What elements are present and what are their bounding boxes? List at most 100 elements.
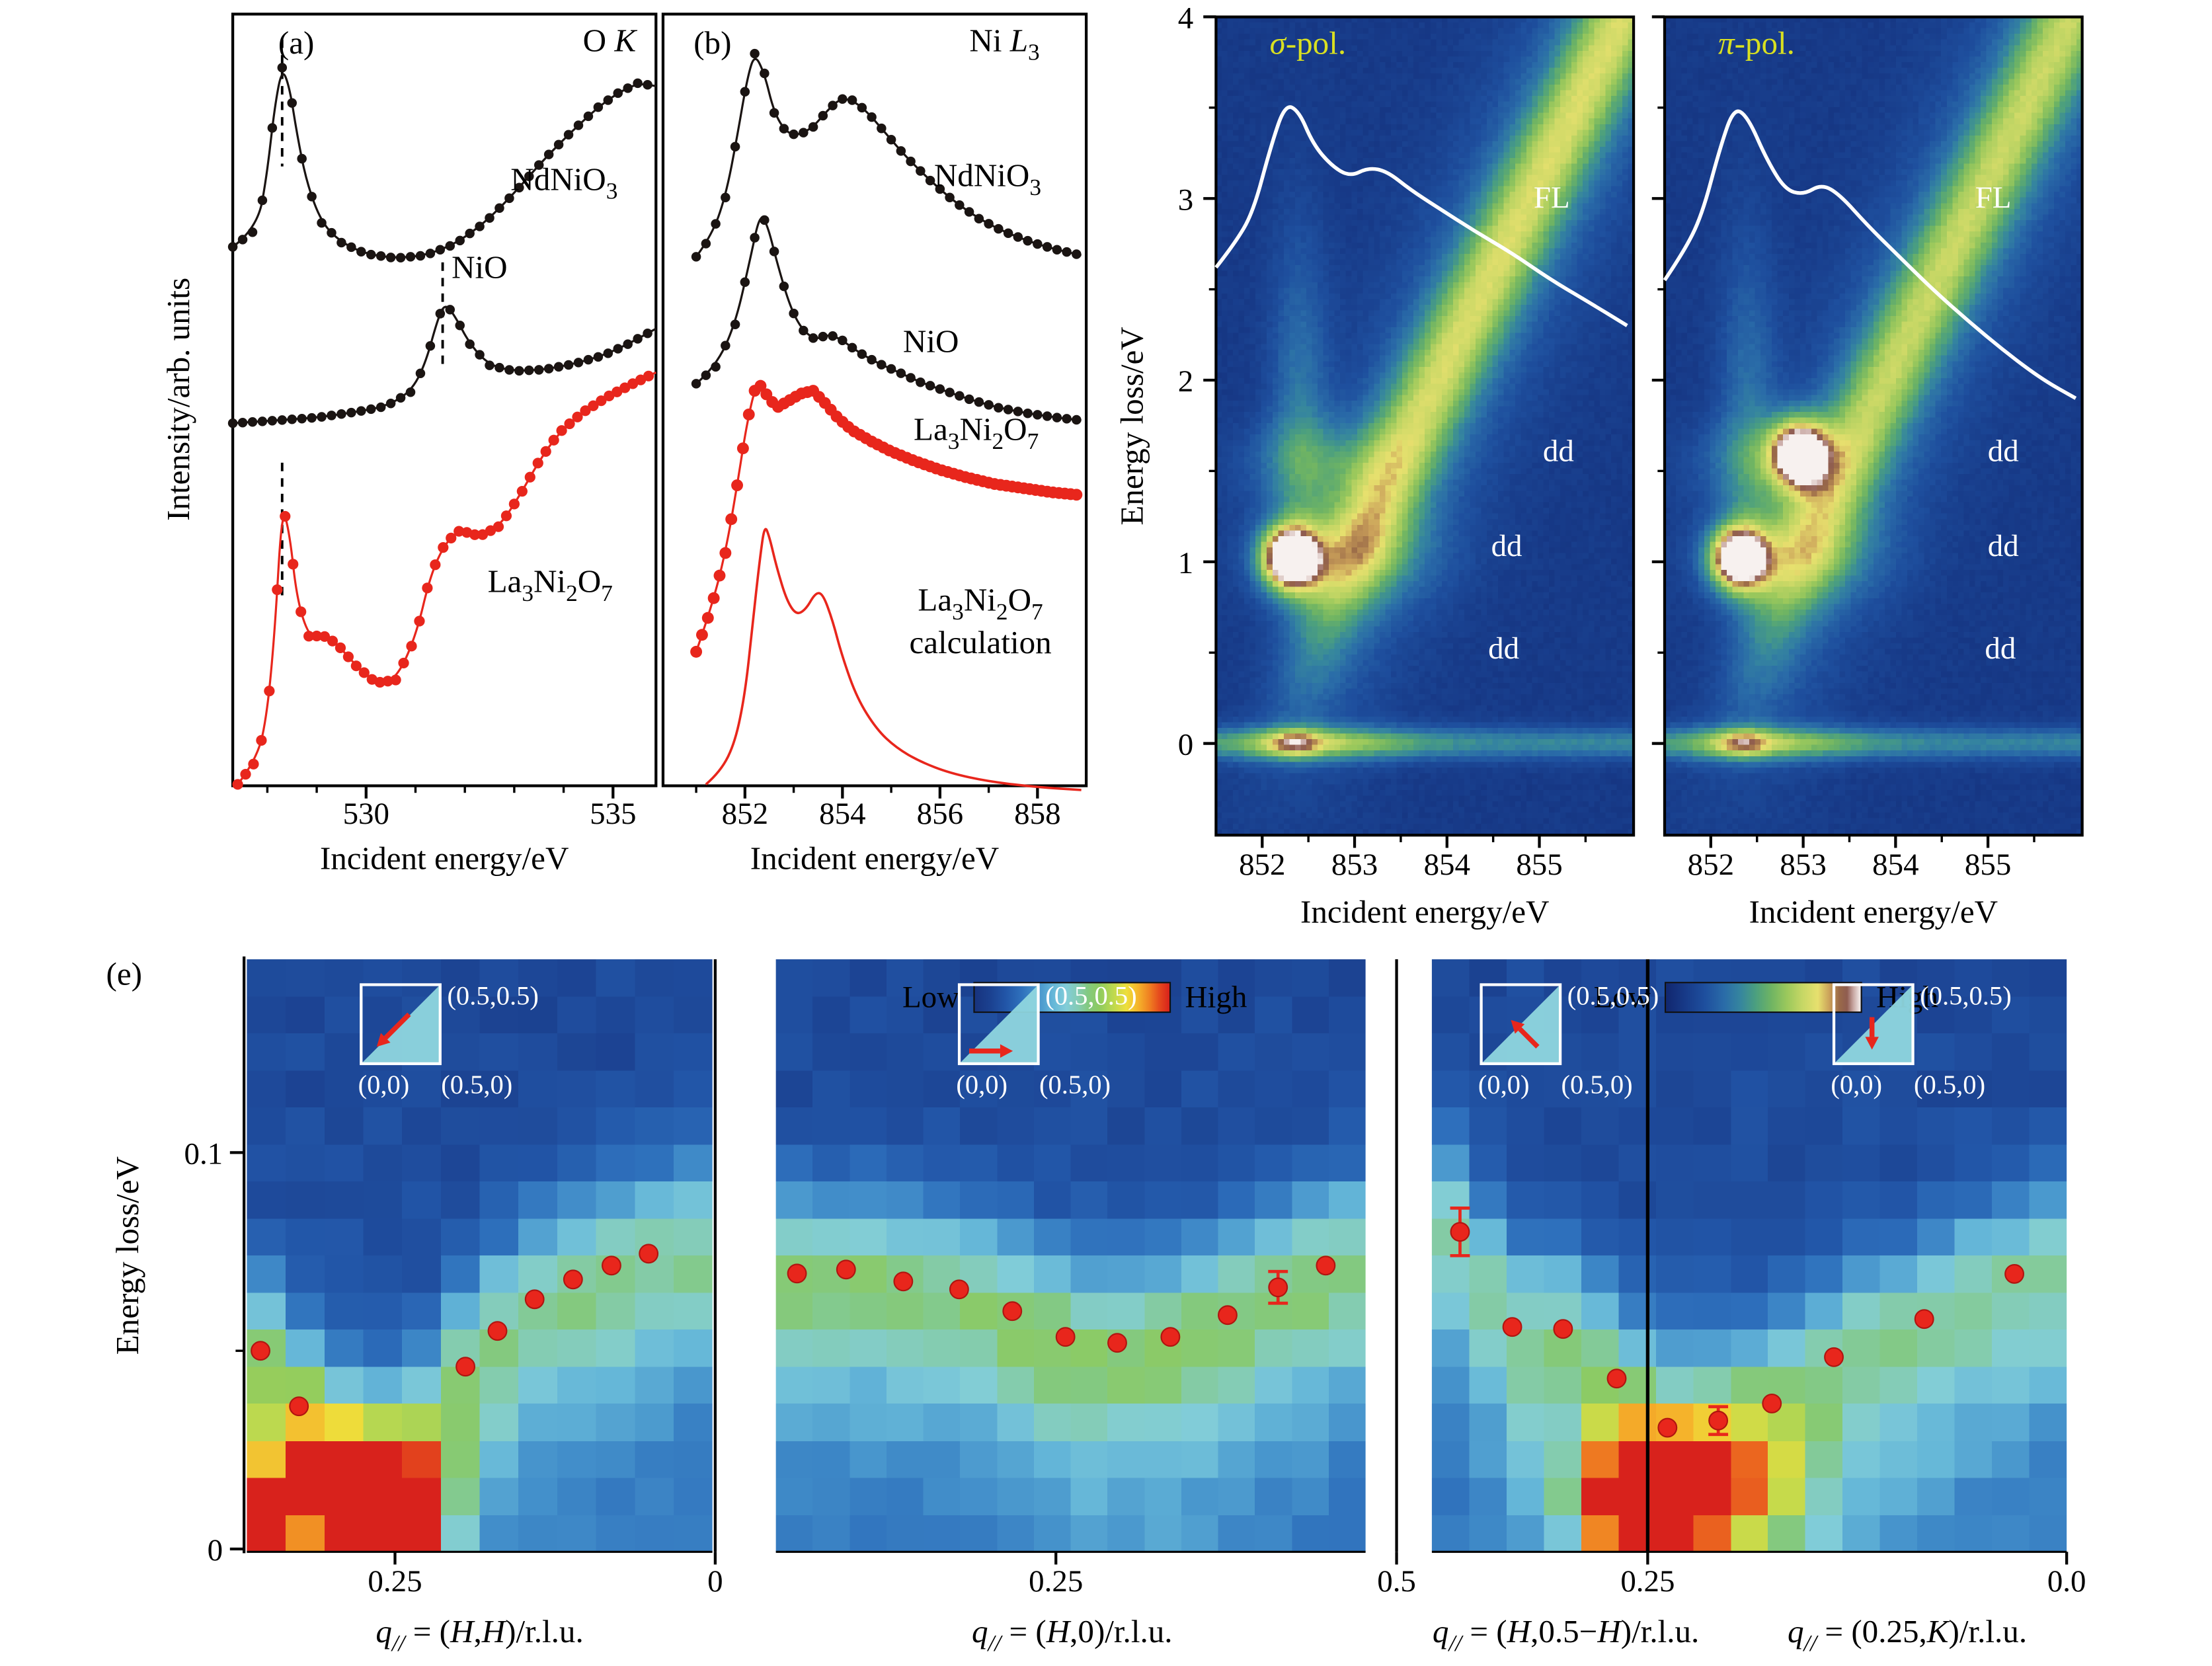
series-dot xyxy=(446,532,457,543)
series-dot xyxy=(730,319,740,330)
bz-corner-label: (0.5,0) xyxy=(1561,1070,1633,1099)
series-dot xyxy=(556,425,567,436)
bz-inset: (0.5,0.5) (0,0) (0.5,0) xyxy=(1831,980,2011,1099)
series-dot xyxy=(287,415,297,424)
magnon-data-point xyxy=(1657,1417,1678,1438)
series-dot xyxy=(857,102,867,113)
series-dot xyxy=(287,98,297,108)
bz-inset: (0.5,0.5) (0,0) (0.5,0) xyxy=(956,980,1136,1099)
series-dot xyxy=(818,331,828,342)
series-dot xyxy=(485,525,496,536)
series-dot xyxy=(414,615,425,627)
x-axis-title: Incident energy/eV xyxy=(1749,894,1998,930)
series-dot xyxy=(342,651,354,662)
series-dot xyxy=(633,334,643,344)
series-dot xyxy=(1072,415,1082,425)
bz-corner-label: (0.5,0.5) xyxy=(1045,980,1136,1010)
series-dot xyxy=(828,331,838,341)
series-dot xyxy=(955,200,965,210)
series-dot xyxy=(415,368,426,379)
series-dot xyxy=(500,510,512,522)
series-dot xyxy=(974,214,984,224)
series-dot xyxy=(227,418,238,428)
series-dot xyxy=(695,629,708,641)
x-tick-label: 852 xyxy=(1239,848,1285,882)
e-x-tick-label: 0.0 xyxy=(2047,1564,2086,1599)
x-axis-title: Incident energy/eV xyxy=(750,840,999,876)
series-dot xyxy=(277,415,288,425)
series-dot xyxy=(406,641,417,652)
magnon-data-point xyxy=(1450,1222,1470,1242)
series-dot xyxy=(573,120,584,130)
series-dot xyxy=(382,676,393,687)
colorbar-cd-low-label: Low xyxy=(1593,978,1651,1015)
series-dot xyxy=(1003,228,1013,239)
series-dot xyxy=(750,48,760,59)
series-dot xyxy=(543,364,554,374)
series-dot xyxy=(247,417,258,427)
series-dot xyxy=(808,333,818,343)
series-dot xyxy=(405,387,416,397)
panel-letter: (b) xyxy=(693,24,731,61)
arrow-head xyxy=(376,1033,391,1047)
series-dot xyxy=(327,635,338,647)
series-dot xyxy=(494,362,504,373)
bz-inset-frame xyxy=(957,983,1040,1066)
magnon-data-point xyxy=(949,1279,969,1300)
series-dot xyxy=(257,416,268,426)
series-dot xyxy=(1013,232,1023,242)
series-dot xyxy=(896,368,906,378)
x-tick-label: 854 xyxy=(1872,848,1918,882)
series-dot xyxy=(336,409,346,419)
xas-overlay-curve xyxy=(1663,109,2077,400)
y-tick-label: 2 xyxy=(1178,364,1193,399)
series-dot xyxy=(633,78,643,89)
series-dot xyxy=(445,305,455,315)
series-dot xyxy=(232,779,243,790)
annotation-dd: dd xyxy=(1491,529,1522,563)
bz-inset-frame xyxy=(1480,983,1562,1066)
series-dot xyxy=(707,592,720,604)
bz-corner-label: (0,0) xyxy=(1478,1070,1530,1099)
rixs-map-sigma-pol xyxy=(1216,17,1634,836)
series-dot xyxy=(838,94,848,104)
series-dot xyxy=(760,215,770,225)
series-dot xyxy=(307,192,317,202)
edge-label: O K xyxy=(583,22,638,58)
series-dot xyxy=(769,247,779,257)
series-dot xyxy=(779,124,789,134)
arrow-head xyxy=(1000,1044,1013,1058)
series-dot xyxy=(690,645,703,658)
annotation-dd: dd xyxy=(1543,434,1574,469)
series-dot xyxy=(721,340,731,351)
series-dot xyxy=(711,362,721,372)
magnon-data-point xyxy=(1316,1255,1336,1276)
series-dot xyxy=(916,377,926,387)
panel-b-frame xyxy=(661,13,1088,787)
magnon-data-point xyxy=(893,1271,914,1292)
series-dot xyxy=(916,166,926,176)
xas-overlay-curve xyxy=(1214,105,1628,327)
series-dot xyxy=(267,123,278,133)
magnon-data-point xyxy=(1055,1327,1076,1347)
e-y-tick-label: 0.1 xyxy=(184,1136,223,1171)
series-dot xyxy=(596,395,607,407)
bz-inset: (0.5,0.5) (0,0) (0.5,0) xyxy=(1478,980,1659,1099)
series-dot xyxy=(1070,489,1083,501)
series-dot xyxy=(297,413,307,424)
series-dot xyxy=(691,252,701,262)
series-dot xyxy=(789,308,799,319)
series-label: calculation xyxy=(909,624,1051,660)
series-dot xyxy=(619,382,631,393)
bz-corner-label: (0.5,0.5) xyxy=(1920,980,2011,1010)
magnon-data-point xyxy=(602,1255,621,1276)
series-dot xyxy=(799,128,809,138)
series-dot xyxy=(533,160,544,170)
series-dot xyxy=(553,139,564,149)
series-dot xyxy=(721,192,731,203)
x-axis-title: Incident energy/eV xyxy=(1300,894,1549,930)
e-y-tick-label: 0 xyxy=(208,1533,223,1567)
series-dot xyxy=(719,547,732,559)
series-dot xyxy=(877,123,887,134)
